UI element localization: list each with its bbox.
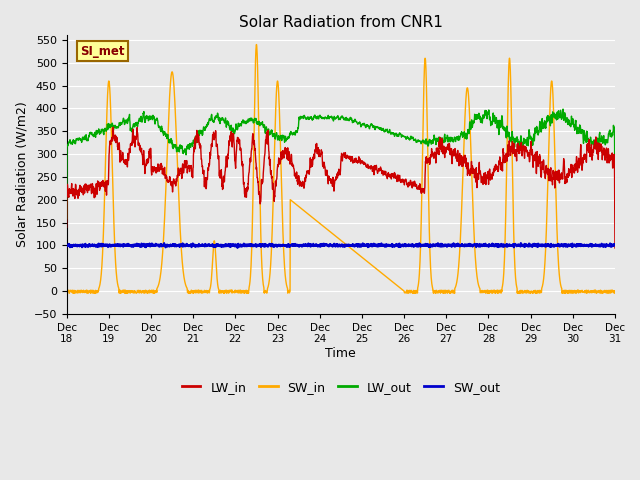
LW_out: [559, 106, 567, 112]
SW_in: [121, 290, 129, 296]
Line: SW_out: SW_out: [67, 243, 615, 248]
LW_out: [500, 125, 508, 131]
SW_out: [184, 243, 192, 249]
SW_out: [611, 241, 619, 247]
Title: Solar Radiation from CNR1: Solar Radiation from CNR1: [239, 15, 443, 30]
LW_out: [184, 143, 192, 148]
SW_out: [501, 242, 509, 248]
Text: SI_met: SI_met: [81, 45, 125, 58]
SW_in: [184, 289, 192, 295]
LW_out: [138, 119, 145, 124]
SW_out: [517, 240, 525, 246]
LW_in: [109, 124, 117, 130]
SW_in: [501, 239, 509, 245]
LW_out: [611, 206, 619, 212]
LW_in: [490, 172, 497, 178]
LW_in: [63, 224, 70, 230]
LW_out: [423, 139, 431, 145]
SW_out: [423, 242, 431, 248]
SW_out: [138, 244, 145, 250]
LW_out: [93, 128, 101, 133]
SW_in: [253, 42, 260, 48]
Line: LW_out: LW_out: [67, 109, 615, 219]
LW_in: [611, 245, 619, 251]
SW_in: [63, 288, 70, 293]
Line: LW_in: LW_in: [67, 127, 615, 248]
SW_out: [63, 243, 70, 249]
X-axis label: Time: Time: [325, 347, 356, 360]
SW_out: [490, 242, 497, 248]
SW_out: [234, 245, 241, 251]
LW_in: [138, 152, 146, 157]
LW_in: [93, 182, 101, 188]
LW_in: [423, 160, 431, 166]
SW_in: [424, 131, 431, 137]
SW_out: [93, 243, 101, 249]
LW_out: [63, 216, 70, 222]
LW_in: [501, 153, 509, 158]
SW_in: [93, 289, 101, 295]
Y-axis label: Solar Radiation (W/m2): Solar Radiation (W/m2): [15, 102, 28, 248]
SW_in: [138, 288, 146, 294]
Legend: LW_in, SW_in, LW_out, SW_out: LW_in, SW_in, LW_out, SW_out: [177, 376, 505, 399]
Line: SW_in: SW_in: [67, 45, 615, 293]
SW_in: [490, 289, 497, 295]
LW_out: [489, 111, 497, 117]
SW_in: [611, 288, 619, 294]
LW_in: [184, 165, 192, 171]
